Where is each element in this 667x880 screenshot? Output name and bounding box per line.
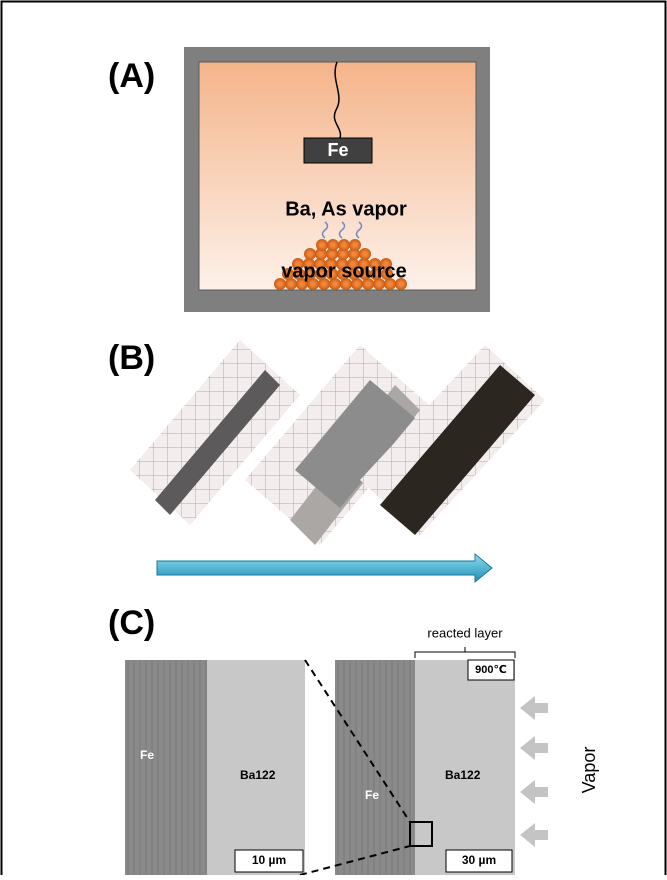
figure: (A) Fe Ba, As vapor vapor source (B) (C)… xyxy=(0,0,667,875)
fe-label: Fe xyxy=(365,788,379,802)
panel-label: (A) xyxy=(108,57,155,95)
source-ball xyxy=(304,248,316,260)
fe-region xyxy=(125,660,207,875)
scale-label: 10 µm xyxy=(252,853,286,867)
source-label: vapor source xyxy=(281,260,407,282)
bracket-label: reacted layer xyxy=(427,625,503,640)
fe-region xyxy=(335,660,415,875)
fe-label: Fe xyxy=(140,748,154,762)
fe-label: Fe xyxy=(327,140,348,160)
compound-label: Ba122 xyxy=(445,768,481,782)
panel-label: (C) xyxy=(108,604,155,642)
source-ball xyxy=(338,239,350,251)
source-ball xyxy=(349,239,361,251)
scale-label: 30 µm xyxy=(462,853,496,867)
vapor-label: Ba, As vapor xyxy=(285,198,407,220)
temperature: 900℃ xyxy=(475,664,507,676)
source-ball xyxy=(359,248,371,260)
panel-label: (B) xyxy=(108,339,155,377)
source-ball xyxy=(316,239,328,251)
compound-label: Ba122 xyxy=(240,768,276,782)
vapor-axis-label: Vapor xyxy=(579,747,599,794)
source-ball xyxy=(327,239,339,251)
